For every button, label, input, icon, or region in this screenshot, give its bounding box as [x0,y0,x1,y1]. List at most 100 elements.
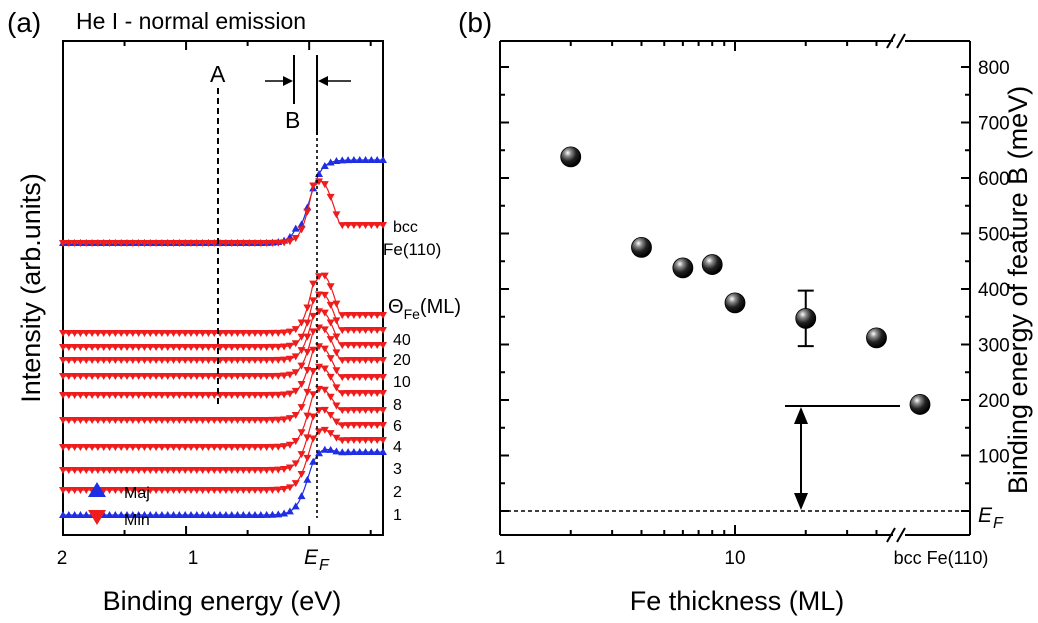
bcc-minority-spectrum-marker [379,222,387,230]
panel-a-ef-tick-label: EF [304,546,330,574]
monolayer-majority-spectrum-marker [245,510,254,518]
thickness-spectrum-8-marker [76,373,85,380]
thickness-spectrum-3-marker [326,393,335,401]
thickness-spectrum-20-marker [251,343,259,351]
thickness-spectrum-40-marker [88,330,97,337]
panel-b-ytick-label: 600 [978,169,1010,190]
thickness-spectrum-1-marker [146,487,155,494]
bcc-minority-spectrum-marker [367,222,376,230]
thickness-spectrum-4-marker [192,417,201,424]
thickness-spectrum-8-marker [99,373,108,380]
thickness-spectrum-2-marker [175,467,184,474]
thickness-spectrum-2-marker [285,464,294,472]
thickness-spectrum-4-marker [128,417,137,424]
thickness-spectrum-10-marker [262,356,271,364]
monolayer-majority-spectrum-marker [181,511,190,518]
thickness-spectrum-4-marker [332,384,341,392]
thickness-spectrum-3-marker [256,443,265,451]
thickness-spectrum-10-marker [146,357,155,364]
thickness-spectrum-40-marker [105,330,114,337]
thickness-spectrum-2-marker [291,460,300,468]
thickness-spectrum-1-marker [332,434,341,442]
thickness-spectrum-6-marker [338,374,347,382]
thickness-spectrum-8-marker [140,373,149,380]
thickness-spectrum-6-marker [175,392,184,399]
bcc-minority-spectrum-marker [152,240,161,247]
thickness-spectrum-8-marker [128,373,137,380]
monolayer-majority-spectrum-marker [134,511,143,518]
monolayer-majority-spectrum-marker [349,448,358,456]
panel-a-ef-main: E [304,546,319,569]
thickness-spectrum-2-marker [82,467,91,474]
thickness-spectrum-4-marker [379,390,387,398]
thickness-spectrum-6-marker [169,392,178,399]
thickness-spectrum-10-marker [76,357,85,364]
thickness-spectrum-2-marker [210,467,219,474]
thickness-spectrum-2-marker [227,466,236,474]
thickness-spectrum-40-marker [163,330,172,337]
bcc-minority-spectrum-marker [163,240,172,247]
axis-break-bottom [886,527,906,543]
thickness-spectrum-10-marker [367,342,376,350]
thickness-spectrum-20-marker [239,343,248,351]
thickness-spectrum-1-marker [59,487,67,494]
thickness-spectrum-4-marker [274,416,283,424]
thickness-spectrum-2-marker [303,434,312,442]
thickness-spectrum-4-marker [59,417,67,424]
feature-b-label: B [285,107,300,133]
thickness-spectrum-6-marker [134,392,143,399]
thickness-spectrum-8-marker [157,373,166,380]
thickness-spectrum-6-marker [76,392,85,399]
panel-b-ef-main: E [978,504,993,527]
thickness-spectrum-20-marker [210,344,219,351]
thickness-spectrum-2-marker [146,467,155,474]
monolayer-majority-spectrum-marker [175,511,184,518]
thickness-spectrum-2-marker [70,467,79,474]
thickness-spectrum-2-marker [140,467,149,474]
thickness-spectrum-2-marker [245,466,254,474]
thickness-spectrum-3-marker [146,444,155,451]
thickness-spectrum-8-marker [239,372,248,380]
thickness-spectrum-3-marker [280,443,289,451]
thickness-spectrum-2-marker [123,467,131,474]
thickness-spectrum-4-marker [111,417,120,424]
thickness-spectrum-40-marker [82,330,91,337]
thickness-spectrum-10-marker [274,356,283,364]
panel-b-ytick-label: 500 [978,225,1010,246]
panel-a: (a) He I - normal emission 2 1 EF Bindin… [7,7,461,616]
thickness-spectrum-6-marker [361,374,370,382]
monolayer-majority-spectrum-marker [320,445,329,453]
data-point [672,257,694,279]
thickness-spectrum-40-marker [70,330,79,337]
thickness-spectrum-10-marker [134,357,143,364]
thickness-spectrum-20-marker [262,343,271,351]
thickness-spectrum-40-marker [355,312,364,320]
thickness-spectrum-10 [59,308,387,364]
thickness-spectrum-20-marker [349,327,358,335]
thickness-spectrum-8-marker [349,357,358,365]
b-arrow-right-head [318,76,328,86]
thickness-spectrum-20-marker [117,344,126,351]
thickness-spectrum-40-marker [128,330,137,337]
bcc-minority-spectrum-marker [251,239,259,247]
thickness-spectrum-20-marker [227,343,236,351]
thickness-spectrum-6-marker [204,392,213,399]
thickness-spectrum-3 [59,385,387,451]
thickness-spectrum-3-marker [268,443,277,451]
bcc-majority-spectrum-marker [344,156,353,164]
theta-symbol: Θ [388,296,404,318]
bcc-minority-spectrum-marker [59,240,67,247]
panel-a-frame [62,40,384,536]
thickness-spectrum-4-marker [152,417,161,424]
thickness-spectrum-10-marker [175,357,184,364]
thickness-spectrum-40-marker [291,326,300,334]
bcc-minority-spectrum-marker [105,240,114,247]
thickness-label-4: 4 [393,439,402,456]
thickness-spectrum-1-marker [297,470,306,478]
thickness-spectrum-40-marker [245,329,254,337]
thickness-spectrum-2-marker [361,422,370,430]
thickness-spectrum-1-marker [239,486,248,494]
thickness-spectrum-8-marker [256,372,265,380]
thickness-spectrum-6-marker [227,391,236,399]
thickness-spectrum-3-marker [262,443,271,451]
